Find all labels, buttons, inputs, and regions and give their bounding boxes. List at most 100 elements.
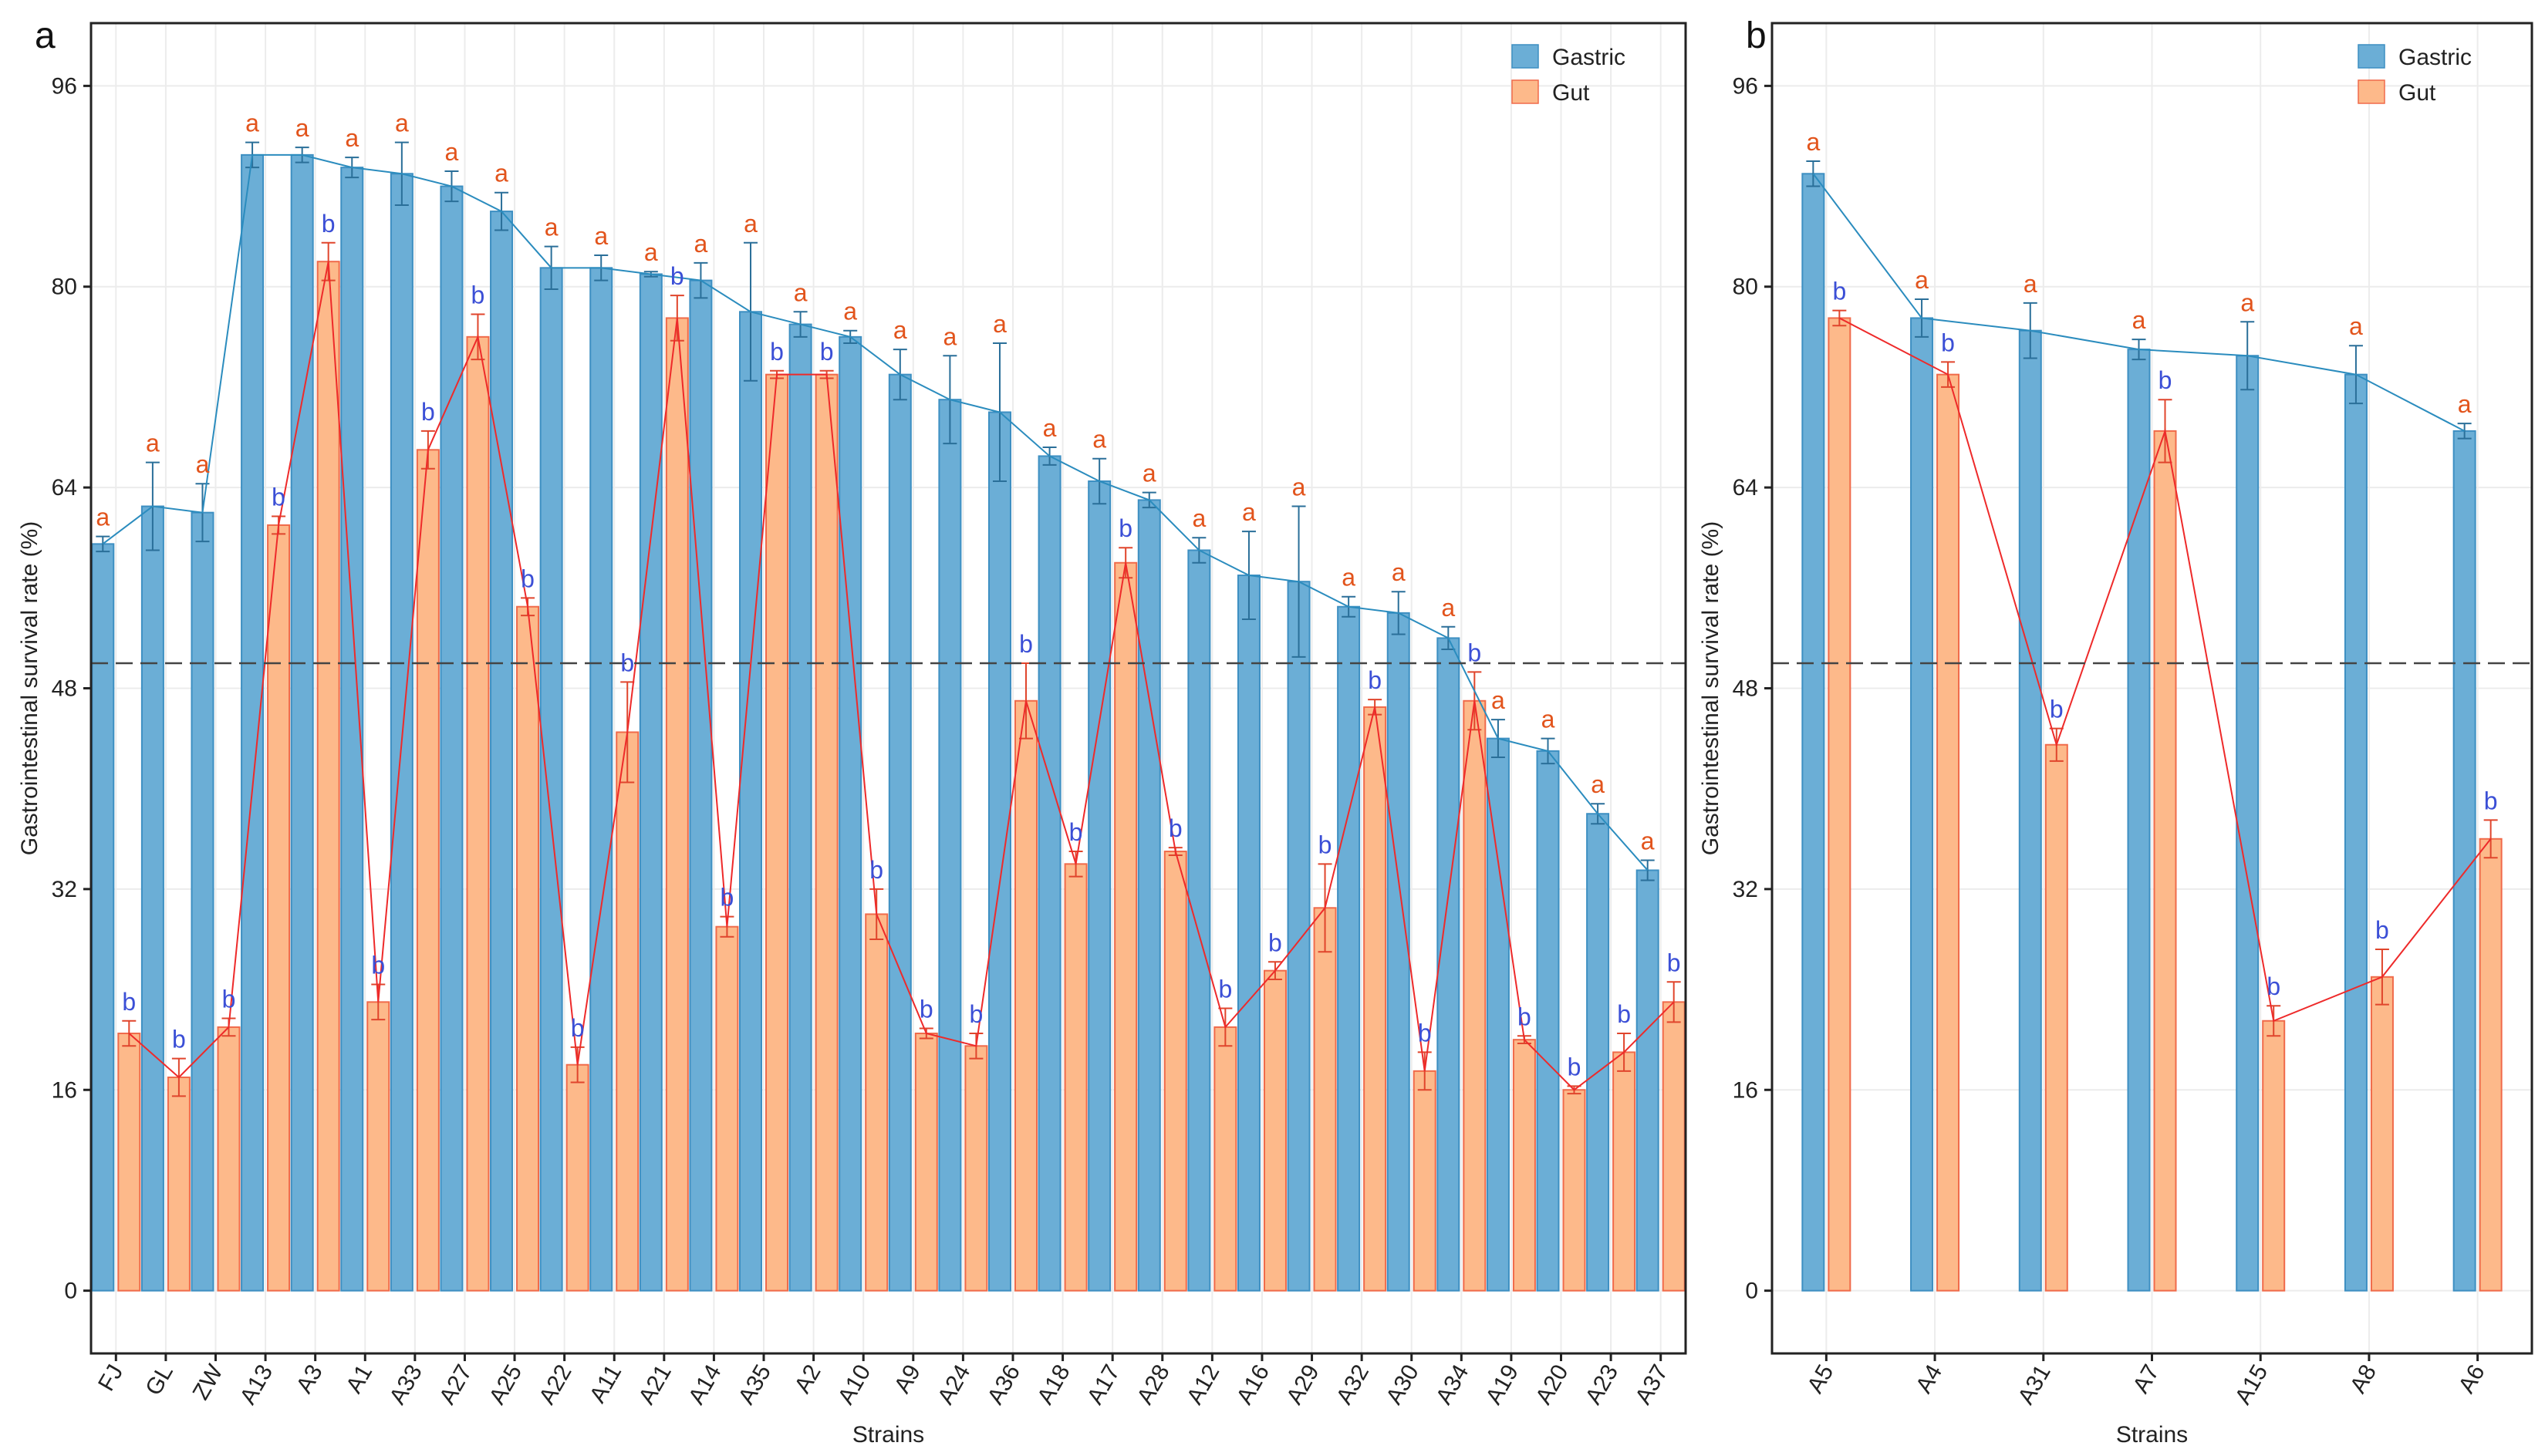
x-tick-label: A1 bbox=[341, 1360, 377, 1397]
gut-bar bbox=[416, 449, 440, 1292]
x-tick-label: A29 bbox=[1281, 1360, 1324, 1409]
panel-b-chart: b 0 16 32 48 64 80 96 a b a b a b a b a b a b a b A5 A4 A31 A7 A15… bbox=[1698, 15, 2533, 1448]
gut-sig-letter: b bbox=[721, 884, 734, 912]
panel-a-chart: a0163248648096ababababababababababababab… bbox=[17, 15, 1687, 1448]
gut-bar bbox=[117, 1033, 141, 1292]
x-tick-label: A21 bbox=[634, 1360, 677, 1409]
gastric-sig-letter: a bbox=[744, 210, 758, 238]
gut-sig-letter: b bbox=[670, 262, 684, 290]
gastric-bar bbox=[1635, 869, 1659, 1292]
gut-sig-letter: b bbox=[1418, 1019, 1432, 1046]
y-tick-label: 32 bbox=[52, 877, 77, 902]
gut-sig-letter: b bbox=[969, 1000, 983, 1028]
gut-sig-letter: b bbox=[2267, 972, 2280, 1000]
plot-frame bbox=[89, 22, 1687, 1355]
x-tick-label: A9 bbox=[889, 1360, 926, 1397]
x-tick-label: A18 bbox=[1032, 1360, 1075, 1409]
legend-label-gut: Gut bbox=[1552, 80, 1590, 106]
gut-bar bbox=[1363, 706, 1387, 1292]
gastric-sig-letter: a bbox=[1143, 460, 1156, 487]
gastric-bar bbox=[2452, 430, 2476, 1292]
x-tick-label: A22 bbox=[534, 1360, 576, 1409]
gut-bar bbox=[565, 1063, 589, 1292]
gastric-sig-letter: a bbox=[694, 230, 708, 258]
gut-sig-letter: b bbox=[172, 1026, 186, 1053]
gut-sig-letter: b bbox=[471, 281, 485, 309]
gut-sig-letter: b bbox=[1268, 929, 1282, 956]
x-tick-label: ZW bbox=[188, 1360, 228, 1404]
gastric-bar bbox=[1586, 813, 1610, 1292]
gut-sig-letter: b bbox=[920, 996, 933, 1023]
y-tick-label: 64 bbox=[1733, 475, 1758, 501]
gut-bar bbox=[516, 605, 540, 1292]
gastric-bar bbox=[241, 153, 265, 1292]
gut-bar bbox=[914, 1033, 938, 1292]
gastric-bar bbox=[1237, 575, 1261, 1292]
gastric-bar bbox=[938, 399, 962, 1292]
gut-bar bbox=[2479, 838, 2503, 1292]
gastric-bar bbox=[2018, 329, 2042, 1292]
gastric-sig-letter: a bbox=[1043, 414, 1057, 442]
legend-label-gut: Gut bbox=[2398, 80, 2436, 106]
y-axis-title: Gastrointestinal survival rate (%) bbox=[17, 521, 42, 855]
gastric-sig-letter: a bbox=[146, 430, 160, 457]
gut-sig-letter: b bbox=[122, 988, 136, 1016]
panel-letter: b bbox=[1746, 15, 1767, 56]
gut-bar bbox=[2044, 743, 2068, 1292]
y-tick-label: 16 bbox=[1733, 1077, 1758, 1103]
x-tick-label: A7 bbox=[2128, 1360, 2165, 1397]
gastric-bar bbox=[689, 279, 713, 1292]
gastric-bar bbox=[2344, 373, 2368, 1292]
y-tick-label: 0 bbox=[1745, 1279, 1758, 1304]
gastric-bar bbox=[2236, 355, 2260, 1292]
x-tick-label: A31 bbox=[2013, 1360, 2056, 1409]
gastric-sig-letter: a bbox=[1591, 770, 1605, 798]
gastric-bar bbox=[788, 323, 812, 1292]
gastric-bar bbox=[839, 335, 862, 1292]
gastric-sig-letter: a bbox=[196, 450, 210, 478]
x-tick-label: A15 bbox=[2230, 1360, 2273, 1409]
gastric-bar bbox=[1386, 612, 1410, 1292]
gastric-bar bbox=[1038, 455, 1062, 1292]
gut-sig-letter: b bbox=[1119, 514, 1132, 542]
gut-bar bbox=[1114, 561, 1138, 1292]
gastric-bar bbox=[1801, 173, 1825, 1292]
gastric-sig-letter: a bbox=[2132, 306, 2146, 334]
gastric-bar bbox=[1536, 750, 1560, 1292]
gastric-bar bbox=[290, 153, 314, 1292]
gut-sig-letter: b bbox=[521, 565, 535, 592]
gut-sig-letter: b bbox=[1568, 1053, 1581, 1080]
gastric-sig-letter: a bbox=[295, 114, 309, 142]
gut-sig-letter: b bbox=[1941, 329, 1955, 356]
gastric-bar bbox=[140, 505, 164, 1292]
gastric-bar bbox=[589, 267, 613, 1292]
y-tick-label: 64 bbox=[52, 475, 77, 501]
gastric-bar bbox=[191, 511, 214, 1292]
gut-bar bbox=[2262, 1020, 2286, 1292]
gut-bar bbox=[1163, 851, 1187, 1292]
gastric-sig-letter: a bbox=[1915, 266, 1929, 294]
gut-sig-letter: b bbox=[2484, 787, 2498, 814]
x-tick-label: A10 bbox=[833, 1360, 876, 1409]
gastric-sig-letter: a bbox=[594, 222, 608, 250]
gut-bar bbox=[1562, 1089, 1586, 1292]
gastric-sig-letter: a bbox=[2349, 312, 2363, 340]
x-tick-label: A32 bbox=[1332, 1360, 1374, 1409]
gastric-bar bbox=[888, 373, 912, 1292]
x-tick-label: A13 bbox=[235, 1360, 278, 1409]
gastric-trend-line bbox=[102, 153, 1649, 871]
x-tick-label: A24 bbox=[933, 1360, 975, 1409]
x-tick-label: A35 bbox=[734, 1360, 776, 1409]
gastric-sig-letter: a bbox=[1092, 426, 1106, 453]
gastric-sig-letter: a bbox=[1292, 474, 1306, 501]
gut-sig-letter: b bbox=[1667, 949, 1681, 976]
x-tick-label: A11 bbox=[585, 1360, 626, 1407]
x-tick-label: A17 bbox=[1082, 1360, 1125, 1409]
gastric-bar bbox=[1088, 480, 1112, 1292]
gut-bar bbox=[1213, 1026, 1237, 1292]
x-axis-title: Strains bbox=[852, 1422, 924, 1448]
gastric-bar bbox=[440, 185, 464, 1292]
legend-label-gastric: Gastric bbox=[1552, 45, 1625, 70]
gut-sig-letter: b bbox=[820, 338, 834, 366]
gut-bar bbox=[2153, 430, 2177, 1292]
